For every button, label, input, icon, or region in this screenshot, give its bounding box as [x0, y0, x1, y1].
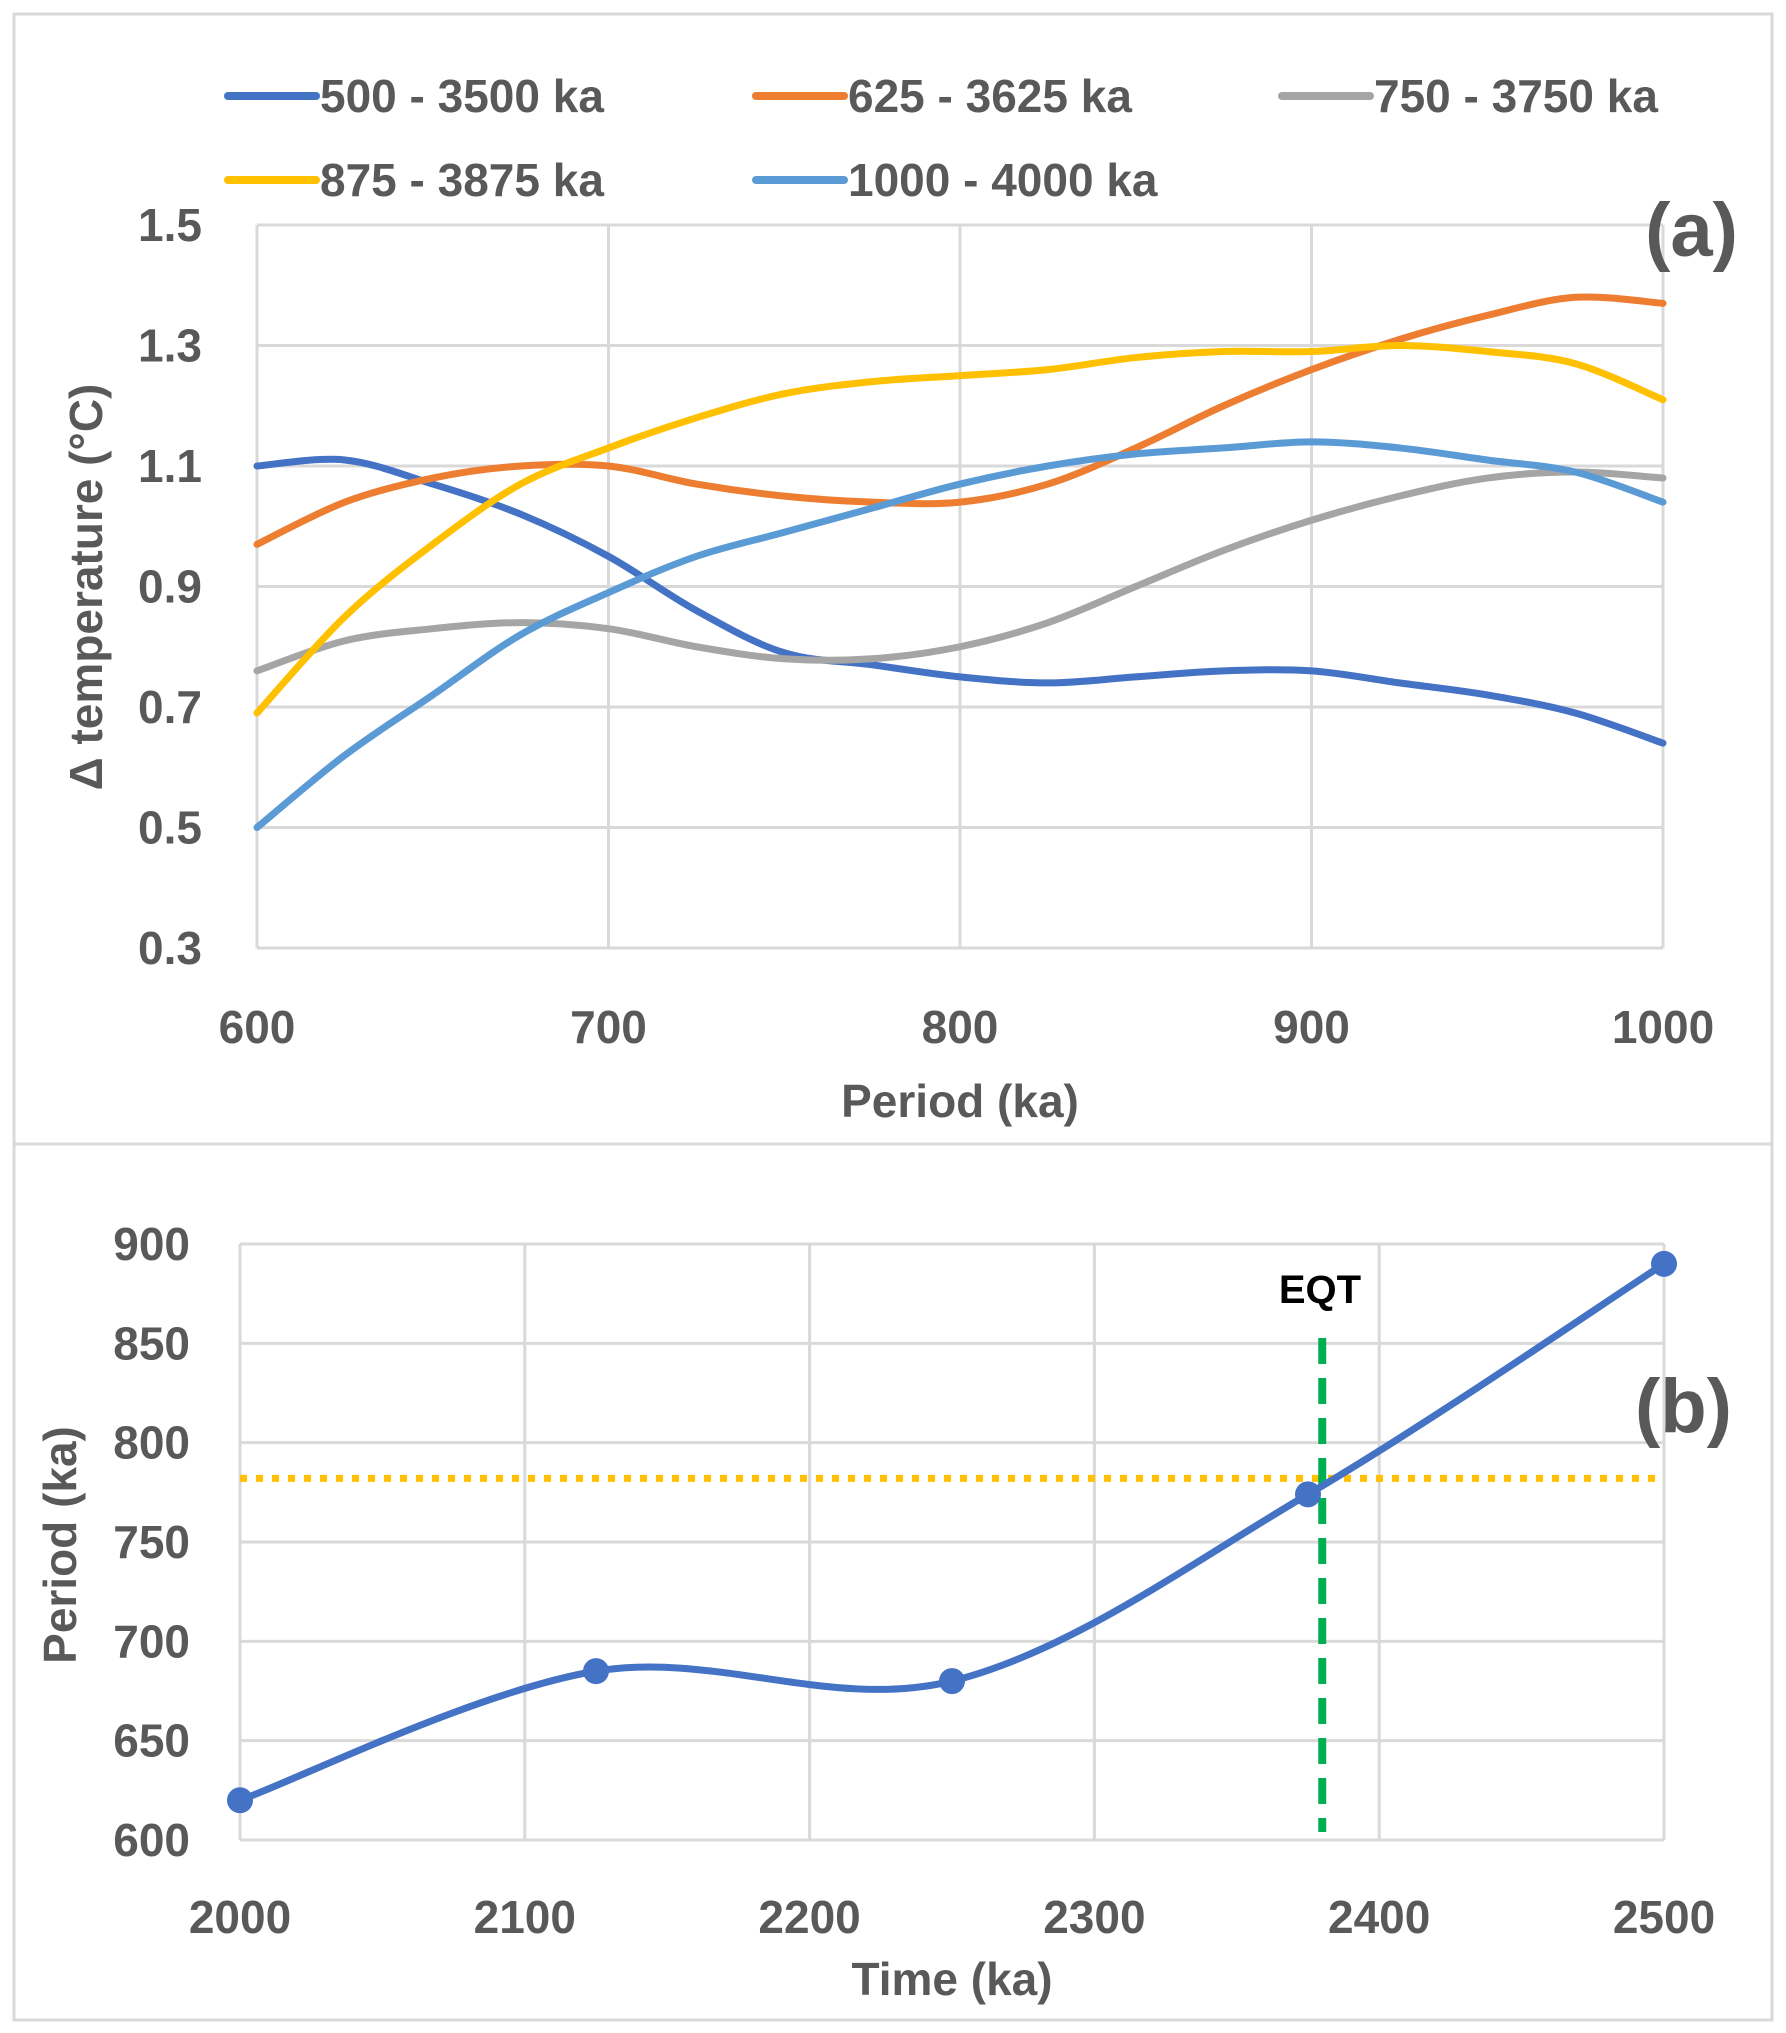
chart-a-x-tick: 700 — [570, 1001, 647, 1053]
chart-b-x-tick: 2400 — [1328, 1891, 1430, 1943]
legend-label-4: 875 - 3875 ka — [320, 154, 604, 206]
legend-label-2: 625 - 3625 ka — [848, 70, 1132, 122]
chart-b-lines — [227, 1250, 1677, 1814]
chart-b-y-axis-title: Period (ka) — [34, 1426, 86, 1664]
chart-a-y-tick: 1.1 — [138, 440, 202, 492]
chart-b-y-tick: 750 — [113, 1516, 190, 1568]
chart-a-x-tick: 900 — [1273, 1001, 1350, 1053]
chart-b-x-tick-labels: 2000 2100 2200 2300 2400 2500 — [189, 1891, 1715, 1943]
chart-a: 0.3 0.5 0.7 0.9 1.1 1.3 1.5 600 700 800 900 1000 5… — [60, 70, 1738, 1127]
chart-a-series-line-5 — [253, 438, 1667, 831]
chart-a-y-tick: 1.5 — [138, 199, 202, 251]
chart-a-y-tick: 0.9 — [138, 561, 202, 613]
chart-b-data-point — [583, 1658, 609, 1685]
chart-a-y-tick: 1.3 — [138, 320, 202, 372]
chart-a-legend: 500 - 3500 ka 625 - 3625 ka 750 - 3750 ka 8… — [224, 70, 1658, 206]
chart-b-y-tick: 600 — [113, 1814, 190, 1866]
chart-b-y-tick: 700 — [113, 1615, 190, 1667]
chart-a-y-tick: 0.3 — [138, 922, 202, 974]
chart-a-y-axis-title: Δ temperature (°C) — [60, 384, 112, 791]
chart-b-x-tick: 2200 — [758, 1891, 860, 1943]
chart-b-data-point — [939, 1668, 965, 1695]
chart-a-gridlines — [255, 223, 1665, 950]
chart-a-series-line-3 — [253, 468, 1667, 675]
chart-b-data-point — [227, 1787, 253, 1814]
legend-label-3: 750 - 3750 ka — [1374, 70, 1658, 122]
chart-a-x-tick: 800 — [922, 1001, 999, 1053]
chart-b-eqt-label: EQT — [1279, 1268, 1361, 1312]
chart-a-y-tick-labels: 0.3 0.5 0.7 0.9 1.1 1.3 1.5 — [138, 199, 202, 974]
chart-a-x-axis-title: Period (ka) — [841, 1075, 1079, 1127]
legend-label-5: 1000 - 4000 ka — [848, 154, 1158, 206]
chart-a-x-tick: 600 — [219, 1001, 296, 1053]
chart-b-x-tick: 2100 — [474, 1891, 576, 1943]
chart-a-series-line-1 — [253, 455, 1667, 747]
chart-b-x-tick: 2000 — [189, 1891, 291, 1943]
chart-b-data-point — [1295, 1481, 1321, 1508]
chart-b-reference-lines — [240, 1338, 1664, 1832]
chart-a-x-tick: 1000 — [1612, 1001, 1714, 1053]
chart-a-lines — [253, 293, 1667, 831]
chart-a-panel-label: (a) — [1645, 188, 1738, 273]
chart-b-data-point — [1651, 1250, 1677, 1277]
chart-a-y-tick: 0.5 — [138, 802, 202, 854]
chart-a-series-line-2 — [253, 293, 1667, 548]
chart-b-x-tick: 2500 — [1613, 1891, 1715, 1943]
panel-b-frame — [12, 1142, 1774, 2022]
chart-b-x-tick: 2300 — [1043, 1891, 1145, 1943]
chart-a-y-tick: 0.7 — [138, 681, 202, 733]
chart-b-y-tick: 850 — [113, 1317, 190, 1369]
chart-b: 600 650 700 750 800 850 900 2000 2100 2200 2300 24… — [34, 1218, 1732, 2005]
chart-b-y-tick: 800 — [113, 1417, 190, 1469]
legend-label-1: 500 - 3500 ka — [320, 70, 604, 122]
chart-b-panel-label: (b) — [1635, 1364, 1732, 1449]
chart-b-x-axis-title: Time (ka) — [851, 1953, 1052, 2005]
chart-a-x-tick-labels: 600 700 800 900 1000 — [219, 1001, 1715, 1053]
chart-b-y-tick: 900 — [113, 1218, 190, 1270]
chart-b-y-tick-labels: 600 650 700 750 800 850 900 — [113, 1218, 190, 1866]
chart-b-gridlines — [238, 1242, 1666, 1842]
chart-a-series-line-4 — [253, 342, 1667, 717]
chart-b-y-tick: 650 — [113, 1715, 190, 1767]
